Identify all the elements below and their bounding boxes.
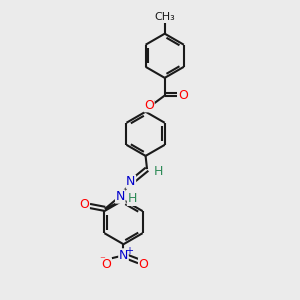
Text: CH₃: CH₃	[154, 12, 175, 22]
Text: O: O	[139, 258, 148, 271]
Text: O: O	[144, 99, 154, 112]
Text: N: N	[126, 175, 136, 188]
Text: H: H	[128, 192, 137, 206]
Text: H: H	[154, 165, 163, 178]
Text: +: +	[125, 246, 133, 256]
Text: O: O	[101, 258, 111, 271]
Text: N: N	[119, 249, 128, 262]
Text: O: O	[178, 89, 188, 102]
Text: O: O	[80, 198, 89, 211]
Text: ⁻: ⁻	[99, 255, 105, 265]
Text: N: N	[116, 190, 125, 203]
